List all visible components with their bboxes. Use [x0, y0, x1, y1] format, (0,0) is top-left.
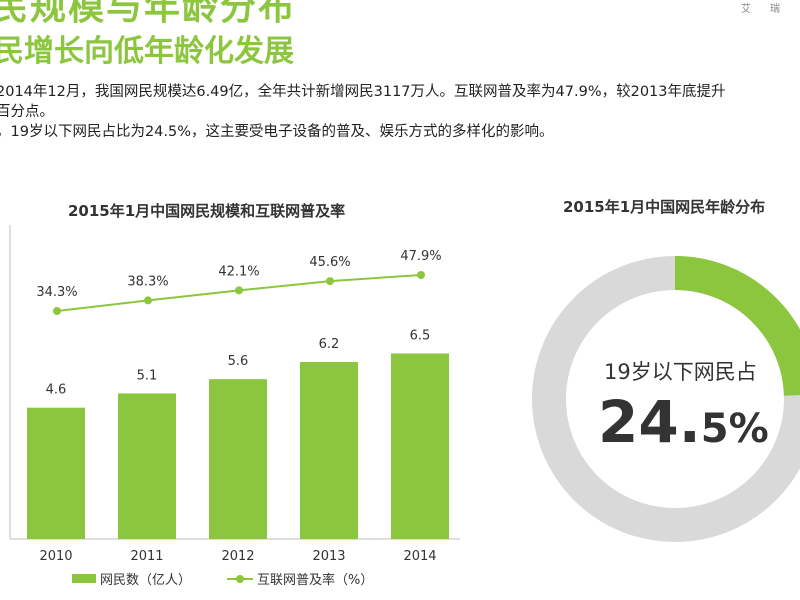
summary-line-3: ，19岁以下网民占比为24.5%，这主要受电子设备的普及、娱乐方式的多样化的影响…	[0, 124, 554, 140]
bar-2011	[118, 393, 176, 539]
line-label-2013: 45.6%	[309, 255, 350, 270]
donut-value-main: 24.	[598, 388, 701, 456]
bar-label-2010: 4.6	[46, 383, 67, 398]
page-subtitle: 民增长向低年龄化发展	[0, 34, 294, 69]
bar-2010	[27, 407, 85, 539]
legend-bar-label: 网民数（亿人）	[100, 573, 192, 588]
brand-logo: 艾 瑞	[740, 4, 788, 15]
x-tick-2014: 2014	[403, 549, 436, 564]
bar-chart-title: 2015年1月中国网民规模和互联网普及率	[68, 202, 346, 220]
bar-label-2012: 5.6	[228, 354, 249, 369]
legend-bar-swatch	[72, 574, 96, 583]
line-point-2010	[53, 307, 61, 315]
donut-slice-under-19	[674, 256, 800, 397]
line-label-2014: 47.9%	[400, 249, 441, 264]
summary-line-2: 百分点。	[0, 104, 54, 120]
bar-label-2014: 6.5	[410, 328, 431, 343]
x-tick-2011: 2011	[130, 549, 163, 564]
bar-2013	[300, 362, 358, 539]
legend-line-swatch	[227, 574, 254, 584]
line-label-2010: 34.3%	[36, 285, 77, 300]
bar-label-2013: 6.2	[319, 337, 340, 352]
donut-center-value: 24.5%	[598, 388, 769, 456]
donut-center-label: 19岁以下网民占	[604, 360, 757, 384]
x-tick-2013: 2013	[312, 549, 345, 564]
line-point-2014	[417, 271, 425, 279]
line-label-2012: 42.1%	[218, 264, 259, 279]
donut-chart	[532, 256, 800, 542]
x-tick-2010: 2010	[39, 549, 72, 564]
bar-label-2011: 5.1	[137, 368, 158, 383]
chart-legend: 网民数（亿人） 互联网普及率（%）	[72, 569, 373, 588]
line-point-2011	[144, 296, 152, 305]
line-point-2013	[326, 277, 334, 286]
donut-value-fraction: 5%	[700, 406, 769, 452]
line-label-2011: 38.3%	[127, 274, 168, 289]
bar-line-chart: 4.6 2010 5.1 2011 5.6 2012 6.2 2013 6.5 2014 34.3%…	[9, 225, 460, 564]
bar-2014	[391, 353, 449, 539]
page-title: 民规模与年龄分布	[0, 0, 297, 28]
line-point-2012	[235, 286, 243, 295]
donut-chart-title: 2015年1月中国网民年龄分布	[563, 198, 766, 216]
x-tick-2012: 2012	[221, 549, 254, 564]
legend-line-label: 互联网普及率（%）	[257, 573, 374, 588]
bar-2012	[209, 379, 267, 539]
summary-line-1: 2014年12月，我国网民规模达6.49亿，全年共计新增网民3117万人。互联网…	[0, 84, 726, 100]
